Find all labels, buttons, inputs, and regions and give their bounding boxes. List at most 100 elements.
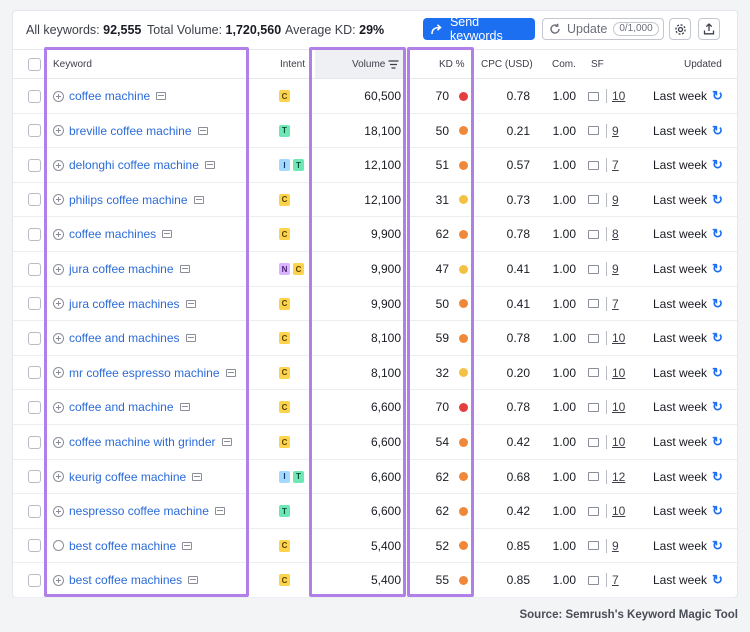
serp-preview-icon[interactable] bbox=[156, 92, 167, 100]
serp-preview-icon[interactable] bbox=[214, 507, 225, 516]
add-to-list-icon[interactable] bbox=[53, 367, 64, 379]
serp-features-count[interactable]: 8 bbox=[606, 227, 619, 242]
serp-preview-icon[interactable] bbox=[188, 576, 199, 585]
serp-preview-icon[interactable] bbox=[162, 230, 173, 239]
row-checkbox[interactable] bbox=[28, 331, 41, 345]
row-checkbox[interactable] bbox=[28, 158, 41, 172]
serp-features-count[interactable]: 12 bbox=[606, 469, 625, 484]
refresh-row-icon[interactable]: ↻ bbox=[712, 261, 723, 276]
column-com[interactable]: Com. bbox=[552, 59, 576, 70]
keyword-link[interactable]: keurig coffee machine bbox=[69, 469, 187, 484]
keyword-link[interactable]: philips coffee machine bbox=[69, 192, 188, 207]
refresh-row-icon[interactable]: ↻ bbox=[712, 364, 723, 380]
add-to-list-icon[interactable] bbox=[53, 401, 64, 413]
serp-preview-icon[interactable] bbox=[179, 403, 190, 412]
row-checkbox[interactable] bbox=[28, 366, 41, 380]
serp-preview-icon[interactable] bbox=[221, 438, 232, 446]
row-checkbox[interactable] bbox=[28, 539, 41, 553]
serp-features-count[interactable]: 9 bbox=[606, 123, 619, 138]
add-to-list-icon[interactable] bbox=[53, 505, 64, 517]
select-all-checkbox[interactable] bbox=[28, 58, 41, 71]
keyword-link[interactable]: jura coffee machine bbox=[69, 262, 174, 276]
serp-preview-icon[interactable] bbox=[197, 126, 208, 135]
keyword-link[interactable]: coffee and machine bbox=[69, 400, 174, 415]
serp-preview-icon[interactable] bbox=[179, 265, 190, 273]
column-volume[interactable]: Volume bbox=[352, 59, 386, 70]
serp-features-count[interactable]: 7 bbox=[606, 158, 619, 173]
keyword-link[interactable]: best coffee machine bbox=[69, 538, 177, 553]
added-check-icon[interactable] bbox=[53, 540, 64, 552]
row-checkbox[interactable] bbox=[28, 470, 41, 484]
column-cpc[interactable]: CPC (USD) bbox=[481, 59, 533, 70]
refresh-row-icon[interactable]: ↻ bbox=[712, 468, 723, 484]
column-kd[interactable]: KD % bbox=[439, 59, 465, 70]
settings-button[interactable] bbox=[669, 18, 691, 40]
add-to-list-icon[interactable] bbox=[53, 263, 64, 275]
add-to-list-icon[interactable] bbox=[53, 194, 64, 206]
serp-preview-icon[interactable] bbox=[185, 299, 196, 308]
refresh-row-icon[interactable]: ↻ bbox=[712, 226, 723, 242]
keyword-link[interactable]: coffee and machines bbox=[69, 331, 180, 346]
add-to-list-icon[interactable] bbox=[53, 90, 64, 102]
refresh-row-icon[interactable]: ↻ bbox=[712, 503, 723, 519]
keyword-link[interactable]: mr coffee espresso machine bbox=[69, 365, 220, 380]
keyword-link[interactable]: coffee machine bbox=[69, 89, 151, 103]
add-to-list-icon[interactable] bbox=[53, 436, 64, 448]
row-checkbox[interactable] bbox=[28, 297, 41, 311]
serp-features-count[interactable]: 7 bbox=[606, 296, 619, 311]
refresh-row-icon[interactable]: ↻ bbox=[712, 88, 723, 103]
column-keyword[interactable]: Keyword bbox=[53, 59, 92, 70]
refresh-row-icon[interactable]: ↻ bbox=[712, 157, 723, 173]
keyword-link[interactable]: best coffee machines bbox=[69, 573, 183, 588]
row-checkbox[interactable] bbox=[28, 262, 41, 276]
add-to-list-icon[interactable] bbox=[53, 332, 64, 344]
serp-features-count[interactable]: 9 bbox=[606, 192, 619, 207]
add-to-list-icon[interactable] bbox=[53, 298, 64, 310]
row-checkbox[interactable] bbox=[28, 227, 41, 241]
add-to-list-icon[interactable] bbox=[53, 125, 64, 137]
serp-features-count[interactable]: 10 bbox=[606, 400, 625, 415]
add-to-list-icon[interactable] bbox=[53, 574, 64, 586]
serp-preview-icon[interactable] bbox=[182, 541, 193, 550]
serp-features-count[interactable]: 9 bbox=[606, 538, 619, 553]
row-checkbox[interactable] bbox=[28, 435, 41, 449]
refresh-row-icon[interactable]: ↻ bbox=[712, 330, 723, 346]
refresh-row-icon[interactable]: ↻ bbox=[712, 537, 723, 553]
keyword-link[interactable]: coffee machines bbox=[69, 227, 157, 242]
refresh-row-icon[interactable]: ↻ bbox=[712, 399, 723, 415]
column-intent[interactable]: Intent bbox=[280, 59, 306, 70]
row-checkbox[interactable] bbox=[28, 504, 41, 518]
refresh-row-icon[interactable]: ↻ bbox=[712, 191, 723, 207]
serp-features-count[interactable]: 10 bbox=[606, 365, 625, 380]
serp-preview-icon[interactable] bbox=[185, 334, 196, 343]
keyword-link[interactable]: nespresso coffee machine bbox=[69, 504, 209, 519]
serp-features-count[interactable]: 10 bbox=[606, 331, 625, 346]
export-button[interactable] bbox=[698, 18, 720, 40]
row-checkbox[interactable] bbox=[28, 573, 41, 587]
refresh-row-icon[interactable]: ↻ bbox=[712, 572, 723, 588]
column-sf[interactable]: SF bbox=[591, 59, 604, 70]
keyword-link[interactable]: coffee machine with grinder bbox=[69, 435, 216, 449]
sort-descending-icon[interactable] bbox=[388, 60, 399, 69]
refresh-row-icon[interactable]: ↻ bbox=[712, 434, 723, 449]
serp-features-count[interactable]: 10 bbox=[606, 435, 625, 449]
serp-preview-icon[interactable] bbox=[225, 368, 236, 377]
serp-preview-icon[interactable] bbox=[192, 472, 203, 481]
row-checkbox[interactable] bbox=[28, 124, 41, 138]
refresh-row-icon[interactable]: ↻ bbox=[712, 122, 723, 138]
column-updated[interactable]: Updated bbox=[684, 59, 722, 70]
row-checkbox[interactable] bbox=[28, 89, 41, 103]
send-keywords-button[interactable]: Send keywords bbox=[423, 15, 535, 43]
keyword-link[interactable]: delonghi coffee machine bbox=[69, 158, 199, 173]
serp-preview-icon[interactable] bbox=[204, 161, 215, 170]
add-to-list-icon[interactable] bbox=[53, 471, 64, 483]
update-button[interactable]: Update 0/1,000 bbox=[542, 18, 664, 40]
serp-features-count[interactable]: 9 bbox=[606, 262, 619, 276]
row-checkbox[interactable] bbox=[28, 400, 41, 414]
add-to-list-icon[interactable] bbox=[53, 159, 64, 171]
serp-preview-icon[interactable] bbox=[193, 195, 204, 204]
keyword-link[interactable]: breville coffee machine bbox=[69, 123, 192, 138]
refresh-row-icon[interactable]: ↻ bbox=[712, 295, 723, 311]
keyword-link[interactable]: jura coffee machines bbox=[69, 296, 180, 311]
row-checkbox[interactable] bbox=[28, 193, 41, 207]
